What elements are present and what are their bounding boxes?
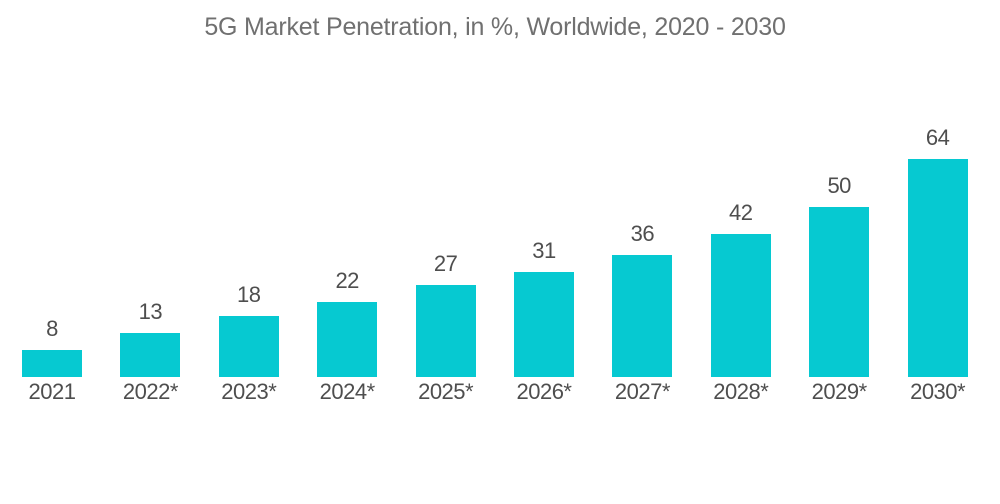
bar	[809, 207, 870, 377]
bar	[22, 349, 82, 377]
bar	[907, 159, 968, 377]
category-label: 2024*	[319, 379, 376, 404]
bar-value-label: 64	[925, 125, 950, 151]
bar	[317, 302, 378, 377]
bar-value-label: 31	[532, 237, 556, 263]
category-label: 2025*	[418, 379, 474, 404]
category-label: 2026*	[516, 379, 572, 404]
bar	[415, 285, 476, 377]
bar-value-label: 50	[827, 173, 851, 198]
category-label: 2027*	[614, 379, 671, 404]
bar-value-label: 22	[335, 268, 359, 294]
category-label: 2030*	[910, 379, 966, 404]
bar-value-label: 36	[630, 220, 655, 246]
bar	[514, 271, 574, 377]
category-label: 2023*	[221, 379, 277, 404]
category-label: 2022*	[122, 379, 179, 404]
category-label: 2028*	[713, 379, 769, 404]
bar	[120, 332, 181, 377]
bar-value-label: 42	[729, 200, 753, 226]
bar	[710, 234, 771, 377]
chart-title: 5G Market Penetration, in %, Worldwide, …	[204, 13, 786, 41]
bar-value-label: 18	[237, 281, 261, 307]
bar	[612, 254, 673, 377]
category-label: 2029*	[811, 379, 868, 404]
bar-value-label: 27	[433, 251, 458, 277]
category-label: 2021	[28, 379, 76, 404]
bar-value-label: 8	[46, 315, 58, 341]
bar	[218, 315, 279, 377]
bar-value-label: 13	[138, 298, 163, 324]
